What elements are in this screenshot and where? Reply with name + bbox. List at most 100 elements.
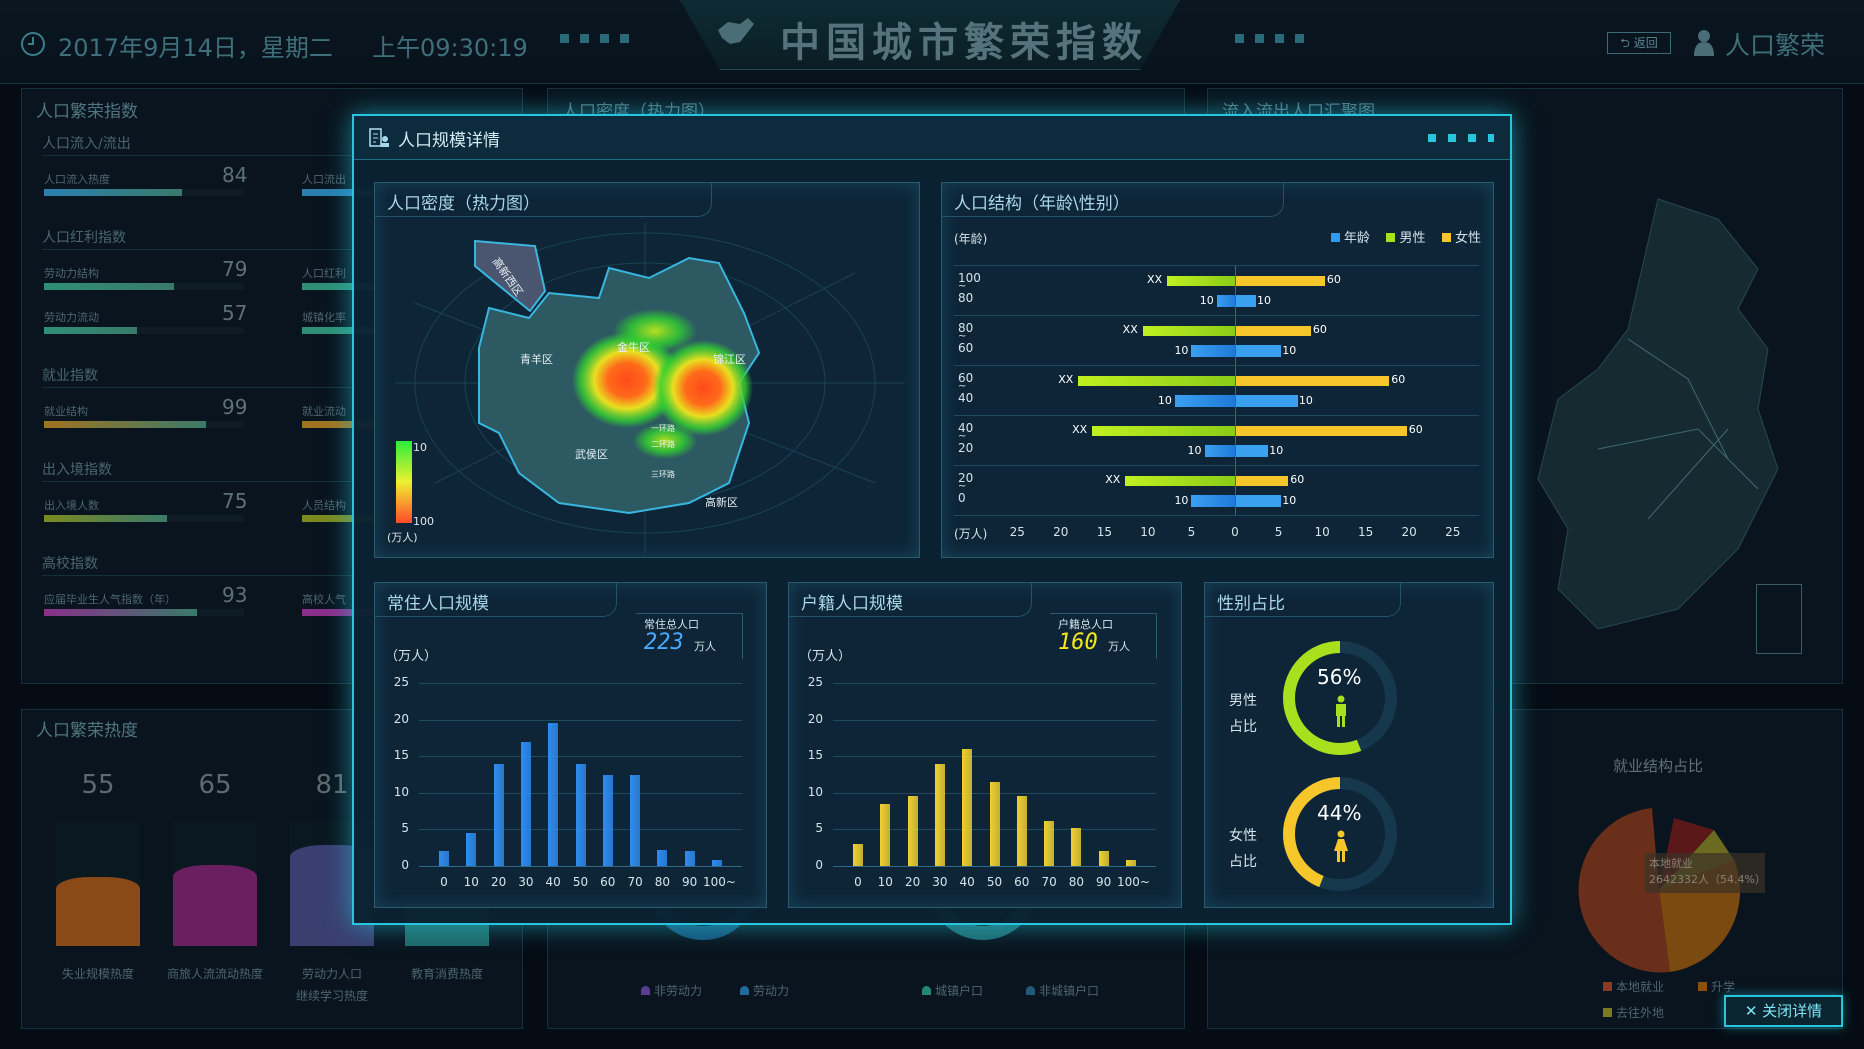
district-gaoxinxi[interactable] <box>474 239 547 313</box>
bar[interactable] <box>1098 851 1109 866</box>
male-bar[interactable] <box>1125 476 1235 486</box>
age-bar-left[interactable] <box>1204 445 1235 457</box>
grid-line <box>833 719 1156 721</box>
decor-dots <box>560 34 632 43</box>
age-bar-left[interactable] <box>1174 395 1235 407</box>
user-label[interactable]: 人口繁荣 <box>1725 31 1826 60</box>
bar[interactable] <box>657 849 668 866</box>
bar[interactable] <box>466 833 477 866</box>
index-value: 79 <box>222 257 248 281</box>
x-tick: 10 <box>877 875 893 889</box>
district-label: 武侯区 <box>575 447 608 461</box>
female-bar[interactable] <box>1236 326 1311 336</box>
x-tick: 90 <box>1096 875 1112 889</box>
age-group-top: 80 <box>958 321 974 335</box>
x-tick: 25 <box>1009 525 1025 539</box>
bar[interactable] <box>712 860 722 866</box>
grid-line <box>419 683 742 684</box>
male-label: 男性 占比 <box>1229 693 1257 735</box>
male-label: XX <box>1122 323 1138 336</box>
age-bar-left[interactable] <box>1191 495 1235 507</box>
heat-label: 失业规模热度 <box>61 967 134 981</box>
heat-fill <box>173 864 257 946</box>
bar[interactable] <box>853 844 863 866</box>
bar[interactable] <box>439 851 449 866</box>
grid-line <box>954 265 1479 266</box>
bar[interactable] <box>493 763 504 866</box>
heat-label: 劳动力人口 <box>301 967 362 981</box>
male-icon <box>1336 695 1346 727</box>
grid-line <box>419 719 742 721</box>
male-bar[interactable] <box>1092 426 1235 436</box>
male-bar[interactable] <box>1078 376 1235 386</box>
y-axis-label: （万人） <box>799 649 852 664</box>
female-bar[interactable] <box>1236 376 1390 386</box>
x-tick: 25 <box>1445 525 1461 539</box>
age-bar-left[interactable] <box>1191 345 1235 357</box>
age-label: 10 <box>1174 494 1189 507</box>
female-donut-arc[interactable] <box>1283 777 1397 891</box>
close-details-button[interactable]: ✕ 关闭详情 <box>1724 995 1843 1027</box>
bar[interactable] <box>684 851 695 866</box>
back-button[interactable]: ⮌ 返回 <box>1607 32 1671 54</box>
age-bar-right[interactable] <box>1236 345 1282 357</box>
bar[interactable] <box>934 763 945 866</box>
index-label: 就业流动 <box>302 405 346 418</box>
index-label: 劳动力结构 <box>44 267 99 280</box>
bar[interactable] <box>520 741 531 866</box>
total-label: 常住总人口 <box>644 618 699 631</box>
legend: 年龄 男性 女性 <box>1330 227 1481 246</box>
age-bar-left[interactable] <box>1216 295 1235 307</box>
bar[interactable] <box>1126 860 1136 866</box>
index-bar-fill <box>44 283 174 290</box>
age-bar-right[interactable] <box>1236 395 1298 407</box>
bar[interactable] <box>1044 820 1055 866</box>
index-bar-fill <box>44 327 138 334</box>
legend-item: 升学 <box>1711 980 1736 994</box>
pie-slice-local[interactable] <box>1578 808 1670 973</box>
female-bar[interactable] <box>1236 426 1407 436</box>
male-donut-arc[interactable] <box>1283 641 1397 755</box>
male-bar[interactable] <box>1142 326 1235 336</box>
bar[interactable] <box>962 748 973 866</box>
section-title: 出入境指数 <box>42 462 112 478</box>
bar[interactable] <box>989 781 1000 866</box>
bar[interactable] <box>1016 796 1027 866</box>
male-label: XX <box>1072 423 1088 436</box>
bar[interactable] <box>880 803 891 866</box>
section-title: 人口流入/流出 <box>42 136 131 152</box>
index-value: 75 <box>222 489 248 513</box>
y-tick: 20 <box>393 711 409 726</box>
legend-item: 非城镇户口 <box>1039 984 1100 998</box>
x-tick: 40 <box>545 875 561 889</box>
bar[interactable] <box>1071 827 1082 866</box>
y-tick: 10 <box>807 784 823 799</box>
index-label: 出入境人数 <box>44 499 99 512</box>
close-icon: ✕ <box>1744 1002 1763 1020</box>
age-bar-right[interactable] <box>1236 445 1269 457</box>
age-group-top: 20 <box>958 471 974 485</box>
bar[interactable] <box>575 763 586 866</box>
bar[interactable] <box>630 774 641 866</box>
scale-min: 100 <box>413 515 434 528</box>
age-bar-right[interactable] <box>1236 495 1282 507</box>
index-label: 城镇化率 <box>302 311 346 324</box>
female-bar[interactable] <box>1236 476 1289 486</box>
bar[interactable] <box>602 774 613 866</box>
x-tick: 10 <box>1140 525 1156 539</box>
grid-line <box>833 683 1156 684</box>
modal-header: 人口规模详情 <box>354 116 1510 160</box>
age-label: 10 <box>1174 344 1189 357</box>
section-title: 高校指数 <box>42 556 98 572</box>
male-bar[interactable] <box>1167 276 1235 286</box>
age-label: 10 <box>1257 294 1272 307</box>
bar[interactable] <box>907 796 918 866</box>
age-bar-right[interactable] <box>1236 295 1257 307</box>
female-label: 60 <box>1391 373 1406 386</box>
scale-unit: (万人) <box>387 531 418 544</box>
district-label: 高新区 <box>705 495 738 509</box>
heatmap[interactable]: 高新西区 金牛区 青羊区 锦江区 武侯区 高新区 一环路 二环路 三环路 10 … <box>375 183 921 559</box>
bar[interactable] <box>548 723 559 866</box>
time-text: 上午09:30:19 <box>372 34 528 62</box>
female-bar[interactable] <box>1236 276 1325 286</box>
